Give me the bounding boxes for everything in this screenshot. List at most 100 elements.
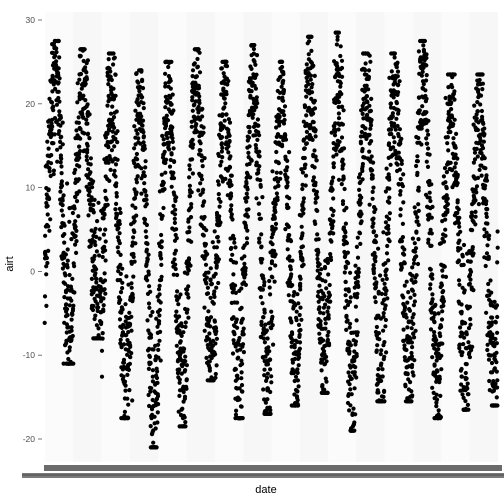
data-point: [208, 324, 213, 329]
data-point: [96, 326, 101, 331]
data-point: [379, 291, 384, 296]
data-point: [489, 290, 494, 295]
data-point: [493, 336, 498, 342]
data-point: [296, 301, 301, 306]
data-point: [46, 196, 52, 201]
data-point: [114, 201, 119, 206]
data-point: [430, 355, 435, 360]
data-point: [156, 342, 161, 347]
data-point: [270, 275, 275, 280]
data-point: [201, 187, 206, 192]
data-point: [123, 302, 128, 307]
data-point: [226, 78, 231, 84]
data-point: [316, 237, 321, 242]
data-point: [413, 249, 418, 254]
data-point: [366, 87, 371, 92]
data-point: [130, 292, 135, 297]
data-point: [494, 341, 499, 346]
data-point: [216, 153, 222, 158]
data-point: [198, 181, 203, 186]
data-point: [303, 162, 308, 167]
data-point: [403, 382, 408, 387]
data-point: [472, 157, 478, 162]
data-point: [485, 221, 490, 226]
data-point: [163, 81, 168, 86]
data-point: [495, 229, 500, 234]
data-point: [474, 184, 480, 189]
data-point: [292, 290, 297, 295]
data-point: [299, 167, 304, 172]
data-point: [357, 187, 362, 192]
data-point: [174, 227, 179, 232]
data-point: [310, 137, 315, 142]
data-point: [208, 315, 214, 320]
data-point: [494, 350, 499, 355]
data-point: [265, 371, 270, 376]
data-point: [455, 156, 460, 161]
data-point: [413, 211, 418, 216]
data-point: [417, 108, 422, 113]
data-point: [117, 231, 122, 236]
data-point: [254, 53, 260, 58]
data-point: [309, 90, 315, 95]
data-point: [186, 268, 191, 273]
data-point: [312, 106, 318, 111]
data-point: [335, 37, 340, 42]
data-point: [391, 135, 396, 140]
data-point: [457, 238, 462, 243]
data-point: [365, 100, 370, 105]
data-point: [82, 47, 87, 52]
data-point: [281, 109, 286, 114]
data-point: [380, 277, 385, 282]
data-point: [428, 327, 434, 332]
data-point: [456, 258, 461, 263]
data-point: [277, 114, 282, 119]
data-point: [75, 100, 80, 105]
data-point: [347, 299, 353, 304]
data-point: [101, 309, 106, 314]
data-point: [88, 156, 93, 161]
data-point: [318, 323, 323, 328]
data-point: [402, 305, 408, 310]
data-point: [73, 242, 78, 247]
data-point: [63, 343, 68, 348]
y-tick-label: 0: [30, 266, 35, 276]
data-point: [170, 139, 175, 144]
data-point: [144, 222, 149, 228]
data-point: [300, 170, 305, 175]
data-point: [389, 131, 394, 137]
data-point: [42, 294, 48, 299]
data-point: [330, 226, 335, 231]
data-point: [169, 152, 174, 157]
data-point: [214, 210, 220, 216]
data-point: [397, 127, 402, 132]
data-point: [158, 252, 163, 257]
data-point: [371, 221, 376, 226]
data-point: [69, 325, 74, 330]
data-point: [317, 262, 322, 267]
data-point: [46, 188, 51, 193]
panel-band: [101, 12, 130, 462]
data-point: [387, 177, 392, 182]
data-point: [175, 359, 180, 364]
data-point: [99, 348, 105, 353]
data-point: [312, 165, 317, 170]
data-point: [449, 168, 455, 173]
y-tick-label: -10: [23, 350, 36, 360]
data-point: [364, 83, 369, 88]
data-point: [324, 286, 329, 291]
data-point: [424, 63, 429, 68]
data-point: [440, 309, 445, 314]
data-point: [374, 233, 379, 238]
data-point: [370, 224, 375, 229]
data-point: [149, 386, 154, 391]
data-point: [192, 102, 197, 107]
data-point: [195, 47, 201, 52]
data-point: [402, 343, 407, 348]
data-point: [155, 410, 160, 415]
data-point: [103, 248, 108, 253]
data-point: [302, 165, 307, 171]
data-point: [120, 266, 125, 271]
data-point: [65, 258, 70, 263]
